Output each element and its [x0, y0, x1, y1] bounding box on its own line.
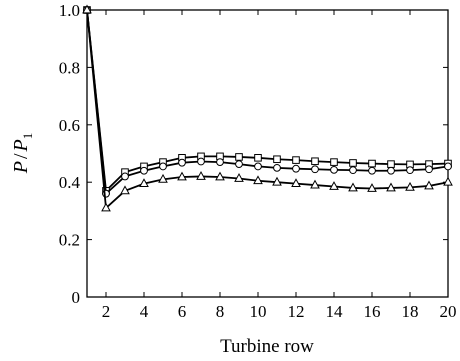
x-tick-label: 8 [216, 302, 225, 321]
square-marker [368, 159, 376, 168]
series-triangle [82, 4, 453, 212]
triangle-marker [405, 181, 415, 191]
triangle-marker [310, 179, 320, 189]
x-tick-label: 12 [288, 302, 305, 321]
y-label-denominator: P [10, 139, 32, 152]
triangle-marker [158, 173, 168, 183]
triangle-marker [348, 182, 358, 192]
square-marker [235, 153, 243, 161]
triangle-marker [101, 202, 111, 212]
circle-marker [349, 166, 357, 175]
x-tick-label: 6 [178, 302, 187, 321]
y-tick-label: 1.0 [59, 1, 80, 20]
circle-marker [159, 162, 167, 171]
y-tick-label: 0.6 [59, 116, 80, 135]
x-axis: 2 4 6 8 10 12 14 16 18 20 [102, 10, 457, 321]
circle-marker [235, 160, 243, 169]
series-circle [83, 6, 452, 198]
y-tick-label: 0.4 [59, 173, 81, 192]
circle-marker [387, 166, 395, 175]
y-label-symbol: P [10, 161, 32, 174]
y-tick-label: 0.8 [59, 58, 80, 77]
series-layer [82, 4, 453, 212]
x-tick-label: 10 [250, 302, 267, 321]
square-marker [349, 159, 357, 167]
triangle-marker [253, 175, 263, 185]
y-label-divider: / [10, 153, 32, 159]
x-tick-label: 16 [364, 302, 381, 321]
circle-marker [254, 162, 262, 171]
square-marker [387, 160, 395, 168]
circle-marker [121, 172, 129, 181]
triangle-marker [120, 185, 130, 195]
square-marker [311, 157, 319, 166]
circle-marker [178, 158, 186, 167]
y-axis-label: P/P1 [10, 133, 35, 175]
circle-marker [330, 165, 338, 174]
circle-marker [425, 165, 433, 174]
square-marker [254, 154, 262, 162]
triangle-marker [272, 176, 282, 186]
triangle-marker [139, 178, 149, 188]
x-tick-label: 2 [102, 302, 111, 321]
triangle-marker [215, 171, 225, 181]
triangle-marker [367, 183, 377, 192]
circle-marker [311, 165, 319, 174]
x-tick-label: 14 [326, 302, 344, 321]
y-label-subscript: 1 [20, 133, 35, 140]
circle-marker [368, 166, 376, 175]
y-axis: 0 0.2 0.4 0.6 0.8 1.0 [59, 1, 448, 307]
triangle-marker [196, 171, 206, 180]
triangle-marker [234, 173, 244, 182]
circle-marker [406, 166, 414, 175]
plot-frame [86, 9, 449, 298]
circle-marker [140, 166, 148, 175]
series-line [86, 9, 449, 210]
circle-marker [273, 163, 281, 172]
svg-text:P/P1: P/P1 [10, 133, 35, 175]
x-axis-label: Turbine row [220, 336, 314, 357]
square-marker [273, 155, 281, 164]
square-marker [292, 156, 300, 164]
triangle-marker [329, 181, 339, 190]
triangle-marker [177, 171, 187, 181]
circle-marker [216, 158, 224, 167]
circle-marker [292, 164, 300, 173]
triangle-marker [424, 180, 434, 190]
x-tick-label: 20 [440, 302, 457, 321]
series-square [83, 6, 452, 195]
circle-marker [444, 162, 452, 171]
triangle-marker [443, 176, 453, 186]
y-tick-label: 0 [72, 288, 81, 307]
circle-marker [197, 157, 205, 166]
x-tick-label: 4 [140, 302, 149, 321]
y-tick-label: 0.2 [59, 231, 80, 250]
triangle-marker [291, 178, 301, 188]
square-marker [330, 158, 338, 166]
x-tick-label: 18 [402, 302, 419, 321]
triangle-marker [386, 182, 396, 192]
triangle-marker [82, 4, 92, 14]
